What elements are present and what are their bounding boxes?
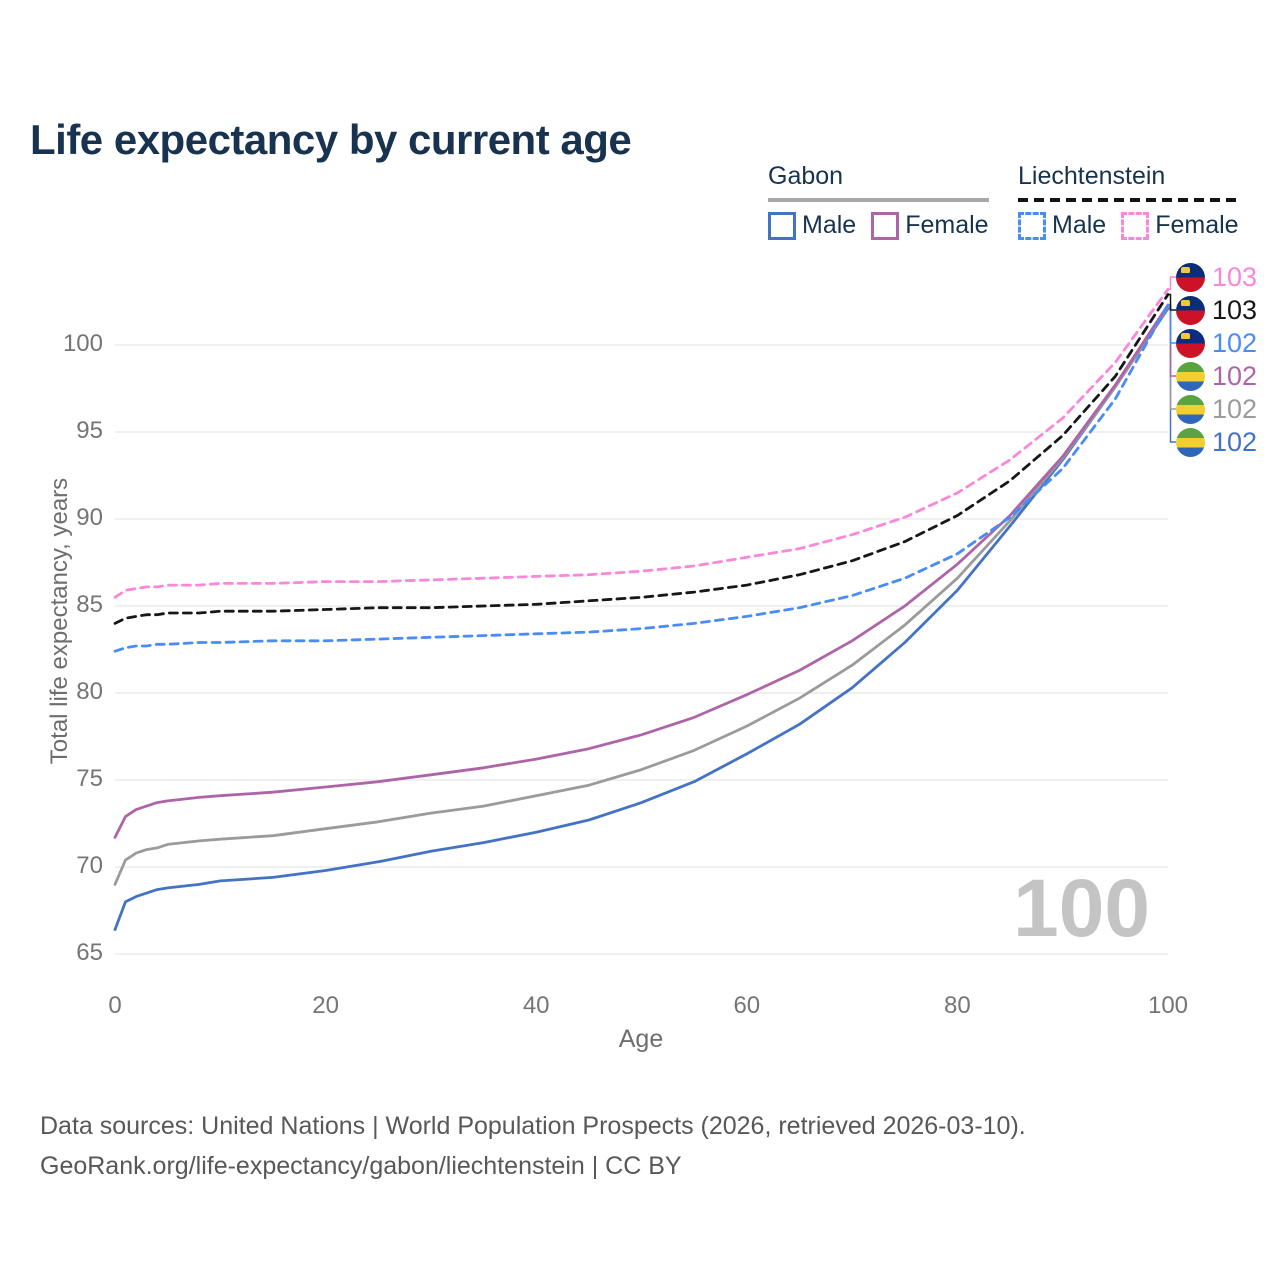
end-value: 103 (1212, 261, 1258, 292)
legend-item-gabon-female[interactable]: Female (871, 211, 989, 240)
data-sources-line: Data sources: United Nations | World Pop… (40, 1112, 1026, 1140)
legend-label: Female (905, 211, 989, 239)
y-tick-label: 85 (76, 591, 103, 618)
series-line-liechtenstein-both (113, 293, 1170, 625)
legend-group-liechtenstein: Liechtenstein Male Female (1018, 162, 1239, 240)
y-tick-label: 95 (76, 417, 103, 444)
liechtenstein-male-swatch-icon (1018, 211, 1046, 240)
gabon-female-swatch-icon (871, 211, 900, 240)
series-line-gabon-both (113, 305, 1170, 886)
legend-group-gabon: Gabon Male Female (768, 162, 989, 240)
footer-attribution: Data sources: United Nations | World Pop… (40, 1106, 1026, 1186)
legend-country-liechtenstein[interactable]: Liechtenstein (1018, 162, 1166, 190)
gabon-flag-icon (1176, 394, 1205, 424)
x-tick-label: 100 (1147, 992, 1189, 1019)
liechtenstein-flag-icon (1176, 262, 1205, 292)
gabon-flag-icon (1176, 427, 1205, 457)
series-line-liechtenstein-male (113, 303, 1170, 653)
legend-item-liechtenstein-female[interactable]: Female (1121, 211, 1239, 240)
liechtenstein-flag-icon (1176, 328, 1205, 358)
x-tick-label: 40 (522, 992, 550, 1019)
series-line-gabon-male (113, 307, 1170, 931)
y-tick-label: 100 (62, 330, 103, 357)
source-url-line: GeoRank.org/life-expectancy/gabon/liecht… (40, 1152, 682, 1180)
gabon-flag-icon (1176, 361, 1205, 391)
y-tick-label: 70 (76, 852, 103, 879)
x-axis-title: Age (618, 1025, 664, 1053)
liechtenstein-female-swatch-icon (1121, 211, 1150, 240)
end-label-row: 102 (1176, 328, 1257, 358)
x-tick-label: 80 (944, 992, 971, 1019)
end-value: 102 (1212, 360, 1258, 391)
y-tick-label: 75 (76, 765, 103, 792)
end-value: 102 (1212, 393, 1258, 424)
watermark-age-indicator: 100 (1013, 863, 1150, 954)
x-tick-label: 0 (108, 992, 122, 1019)
x-tick-label: 20 (312, 992, 339, 1019)
end-label-row: 103 (1176, 262, 1257, 292)
page-title: Life expectancy by current age (30, 116, 632, 164)
liechtenstein-dashed-line-key (1018, 198, 1239, 202)
end-label-row: 102 (1176, 361, 1257, 391)
end-value: 103 (1212, 294, 1258, 325)
series-line-gabon-female (113, 303, 1170, 839)
end-label-row: 102 (1176, 427, 1257, 457)
y-tick-label: 65 (76, 939, 103, 966)
legend-label: Female (1155, 211, 1239, 239)
legend-item-liechtenstein-male[interactable]: Male (1018, 211, 1106, 240)
y-tick-label: 80 (76, 678, 103, 705)
liechtenstein-flag-icon (1176, 295, 1205, 325)
y-tick-label: 90 (76, 504, 103, 531)
end-value: 102 (1212, 327, 1258, 358)
end-label-row: 102 (1176, 394, 1257, 424)
legend-item-gabon-male[interactable]: Male (768, 211, 856, 240)
legend-label: Male (802, 211, 857, 239)
gabon-male-swatch-icon (768, 211, 796, 240)
gabon-solid-line-key (768, 198, 989, 202)
legend-label: Male (1052, 211, 1107, 239)
x-tick-label: 60 (733, 992, 761, 1019)
legend-country-gabon[interactable]: Gabon (768, 162, 844, 190)
series-line-liechtenstein-female (113, 287, 1170, 599)
series-end-labels: 103 103 102 102 102 102 (1176, 262, 1257, 457)
end-value: 102 (1212, 426, 1258, 457)
end-label-row: 103 (1176, 295, 1257, 325)
